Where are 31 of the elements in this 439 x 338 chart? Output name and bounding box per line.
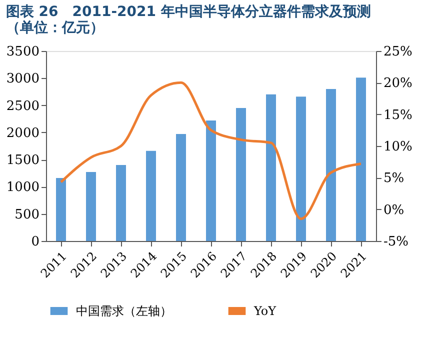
legend-label: 中国需求（左轴） xyxy=(76,304,172,318)
y-tick-label: 3000 xyxy=(6,72,40,87)
y2-tick-label: 20% xyxy=(384,76,412,92)
bar xyxy=(326,89,336,241)
y2-tick-label: 5% xyxy=(384,171,404,186)
bar xyxy=(266,94,276,241)
y-tick-label: 0 xyxy=(31,234,40,250)
y-tick-label: 500 xyxy=(14,207,40,222)
bar xyxy=(146,150,156,241)
legend-label: YoY xyxy=(253,304,278,318)
bar xyxy=(86,172,96,241)
y2-tick-label: -5% xyxy=(384,234,409,250)
bar xyxy=(356,78,366,241)
y-tick-label: 2000 xyxy=(6,126,40,141)
bar xyxy=(56,178,66,241)
y-tick-label: 2500 xyxy=(6,98,40,114)
y2-tick-label: 0% xyxy=(384,202,404,218)
bar xyxy=(116,165,126,241)
line-series xyxy=(60,81,362,220)
y2-tick-label: 25% xyxy=(384,44,412,60)
bar xyxy=(296,96,306,241)
bar xyxy=(206,120,216,241)
bar xyxy=(236,108,246,241)
y2-tick-label: 15% xyxy=(384,108,412,123)
y2-tick-label: 10% xyxy=(384,140,412,154)
chart-title: 图表 26 2011-2021 年中国半导体分立器件需求及预测 xyxy=(6,3,371,20)
bar xyxy=(176,134,186,241)
y-tick-label: 1000 xyxy=(6,180,40,196)
y-tick-label: 3500 xyxy=(6,44,40,60)
y-tick-label: 1500 xyxy=(6,153,40,168)
chart-subtitle: （单位：亿元） xyxy=(6,20,104,36)
